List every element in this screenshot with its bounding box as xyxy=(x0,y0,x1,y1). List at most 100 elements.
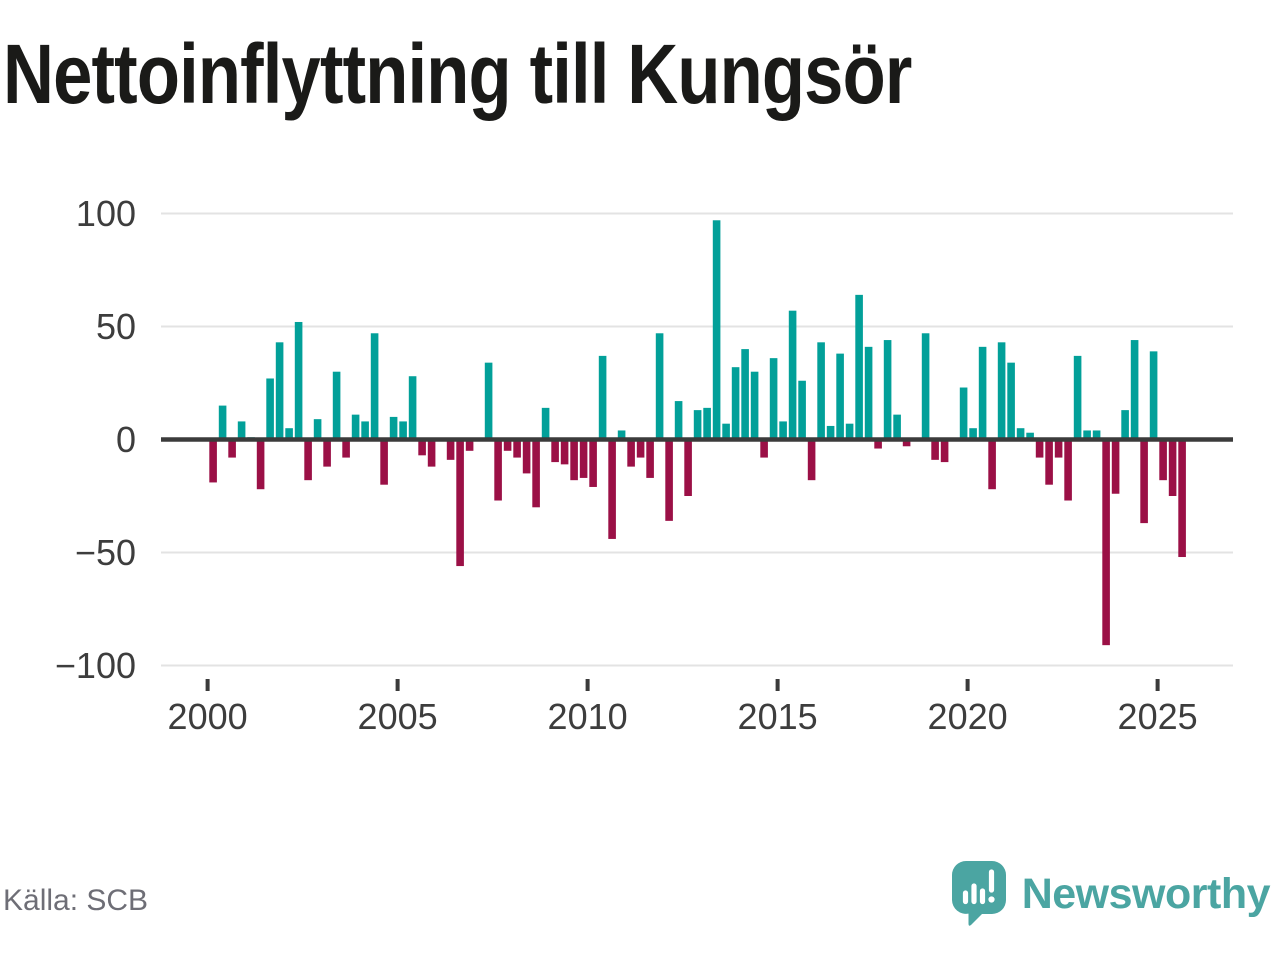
y-tick-label: 0 xyxy=(116,419,136,460)
bar xyxy=(342,439,350,458)
bar xyxy=(351,414,360,440)
bar xyxy=(760,439,768,458)
bar xyxy=(503,439,512,451)
y-tick-label: −50 xyxy=(75,532,136,573)
bar-chart-glyph xyxy=(962,869,994,905)
bar xyxy=(266,378,274,440)
x-tick-label: 2010 xyxy=(548,696,628,737)
bar xyxy=(1054,439,1063,458)
bar xyxy=(902,439,911,447)
chart-title: Nettoinflyttning till Kungsör xyxy=(3,27,912,121)
bar xyxy=(1016,428,1025,440)
bar xyxy=(389,416,398,440)
bar xyxy=(1140,439,1148,524)
newsworthy-logo: Newsworthy xyxy=(951,861,1271,926)
bar xyxy=(636,439,645,458)
x-tick xyxy=(395,679,400,691)
bar xyxy=(655,333,664,440)
bar xyxy=(209,439,217,483)
bar xyxy=(855,294,863,440)
bar xyxy=(427,439,436,467)
bar xyxy=(237,421,246,440)
bar xyxy=(570,439,578,481)
bar xyxy=(646,439,654,478)
bar xyxy=(674,401,683,440)
bar xyxy=(1149,351,1158,440)
x-tick xyxy=(1155,679,1160,691)
bar xyxy=(931,439,939,460)
exclamation-dot xyxy=(988,896,995,903)
x-tick xyxy=(205,679,210,691)
bar xyxy=(836,353,844,440)
bar xyxy=(741,349,749,440)
bar xyxy=(484,362,493,440)
bar xyxy=(665,439,673,521)
bar xyxy=(940,439,949,463)
bar xyxy=(722,423,730,440)
bar xyxy=(826,425,835,440)
bar xyxy=(465,439,474,451)
bar xyxy=(988,439,996,490)
bar xyxy=(608,439,616,539)
bar xyxy=(1168,439,1177,496)
bar xyxy=(798,380,806,440)
bar xyxy=(807,439,816,481)
bar xyxy=(1130,340,1139,440)
x-tick-label: 2005 xyxy=(358,696,438,737)
speech-bubble-shape xyxy=(951,861,1006,926)
bar xyxy=(304,439,312,481)
bar xyxy=(522,439,531,474)
x-tick xyxy=(965,679,970,691)
bar xyxy=(864,346,873,440)
bar xyxy=(883,340,892,440)
y-tick-label: −100 xyxy=(55,645,136,686)
bar xyxy=(541,407,550,440)
bar xyxy=(1083,430,1091,440)
newsworthy-bubble-icon xyxy=(951,861,1006,926)
bar xyxy=(294,321,303,440)
bar xyxy=(228,439,236,458)
bar xyxy=(1045,439,1053,485)
bar xyxy=(370,333,379,440)
source-label: Källa: SCB xyxy=(3,884,149,917)
bar xyxy=(551,439,559,463)
bar xyxy=(617,430,626,440)
bar xyxy=(969,428,977,440)
bar xyxy=(380,439,388,485)
gridline xyxy=(161,664,1233,667)
bar xyxy=(921,333,930,440)
newsworthy-wordmark: Newsworthy xyxy=(1021,869,1271,918)
bar xyxy=(1178,439,1186,558)
bar xyxy=(275,342,284,440)
bar xyxy=(494,439,502,501)
bar xyxy=(1035,439,1044,458)
bar xyxy=(1073,355,1082,440)
x-tick xyxy=(775,679,780,691)
bar xyxy=(788,310,797,440)
bar xyxy=(1111,439,1120,494)
bar xyxy=(589,439,597,487)
bar xyxy=(845,423,854,440)
bar xyxy=(323,439,331,467)
zero-line xyxy=(161,437,1233,442)
bar xyxy=(361,421,369,440)
bar xyxy=(874,439,882,449)
bar xyxy=(997,342,1006,440)
bar xyxy=(769,358,778,440)
bar xyxy=(408,376,417,440)
bar xyxy=(1102,439,1110,646)
bar xyxy=(456,439,464,567)
bar xyxy=(560,439,569,465)
bar xyxy=(598,355,607,440)
y-tick-label: 100 xyxy=(76,193,136,234)
bar xyxy=(779,421,787,440)
bar xyxy=(959,387,968,440)
x-tick xyxy=(585,679,590,691)
bar xyxy=(703,407,711,440)
bar xyxy=(532,439,540,508)
bar xyxy=(1026,432,1034,440)
bar xyxy=(446,439,455,460)
gridline xyxy=(161,212,1233,215)
gridline xyxy=(161,325,1233,328)
